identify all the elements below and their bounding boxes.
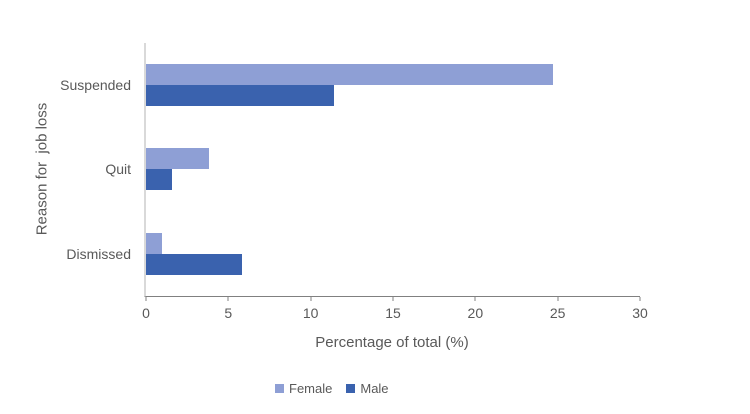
category-label-quit: Quit bbox=[105, 161, 131, 178]
bar-female-dismissed bbox=[146, 232, 163, 254]
category-row-suspended bbox=[146, 43, 640, 127]
x-axis-title: Percentage of total (%) bbox=[315, 334, 469, 351]
bar-male-suspended bbox=[146, 85, 334, 107]
legend-label-male: Male bbox=[360, 381, 389, 396]
x-tick-label-30: 30 bbox=[632, 305, 648, 321]
x-tick-30 bbox=[639, 297, 641, 301]
bar-female-quit bbox=[146, 148, 209, 170]
x-tick-20 bbox=[474, 297, 476, 301]
x-tick-5 bbox=[227, 297, 229, 301]
x-axis-tick-labels: 0 5 10 15 20 25 30 bbox=[142, 305, 648, 321]
x-tick-label-5: 5 bbox=[224, 305, 233, 321]
x-tick-25 bbox=[557, 297, 559, 301]
legend-item-female: Female bbox=[275, 381, 332, 396]
x-tick-15 bbox=[392, 297, 394, 301]
x-axis-tick-marks bbox=[145, 297, 641, 301]
category-row-quit bbox=[146, 127, 640, 211]
x-tick-0 bbox=[145, 297, 147, 301]
x-tick-10 bbox=[310, 297, 312, 301]
bar-male-quit bbox=[146, 169, 173, 191]
legend-label-female: Female bbox=[289, 381, 333, 396]
bar-female-suspended bbox=[146, 64, 553, 86]
x-tick-label-20: 20 bbox=[467, 305, 484, 321]
legend-marker-female-icon bbox=[275, 384, 284, 393]
plot-area bbox=[144, 43, 640, 297]
bar-group-dismissed bbox=[146, 232, 640, 275]
category-row-dismissed bbox=[146, 212, 640, 296]
category-label-dismissed: Dismissed bbox=[66, 245, 131, 262]
legend-item-male: Male bbox=[346, 381, 389, 396]
category-label-suspended: Suspended bbox=[60, 77, 131, 94]
x-tick-label-15: 15 bbox=[385, 305, 401, 321]
bar-male-dismissed bbox=[146, 253, 242, 275]
x-tick-label-0: 0 bbox=[142, 305, 150, 321]
legend: Female Male bbox=[275, 381, 389, 396]
bar-group-suspended bbox=[146, 64, 640, 107]
x-tick-label-25: 25 bbox=[549, 305, 566, 321]
category-axis-labels: Suspended Quit Dismissed bbox=[0, 43, 131, 296]
bar-group-quit bbox=[146, 148, 640, 191]
legend-marker-male-icon bbox=[346, 384, 356, 393]
x-tick-label-10: 10 bbox=[302, 305, 319, 321]
